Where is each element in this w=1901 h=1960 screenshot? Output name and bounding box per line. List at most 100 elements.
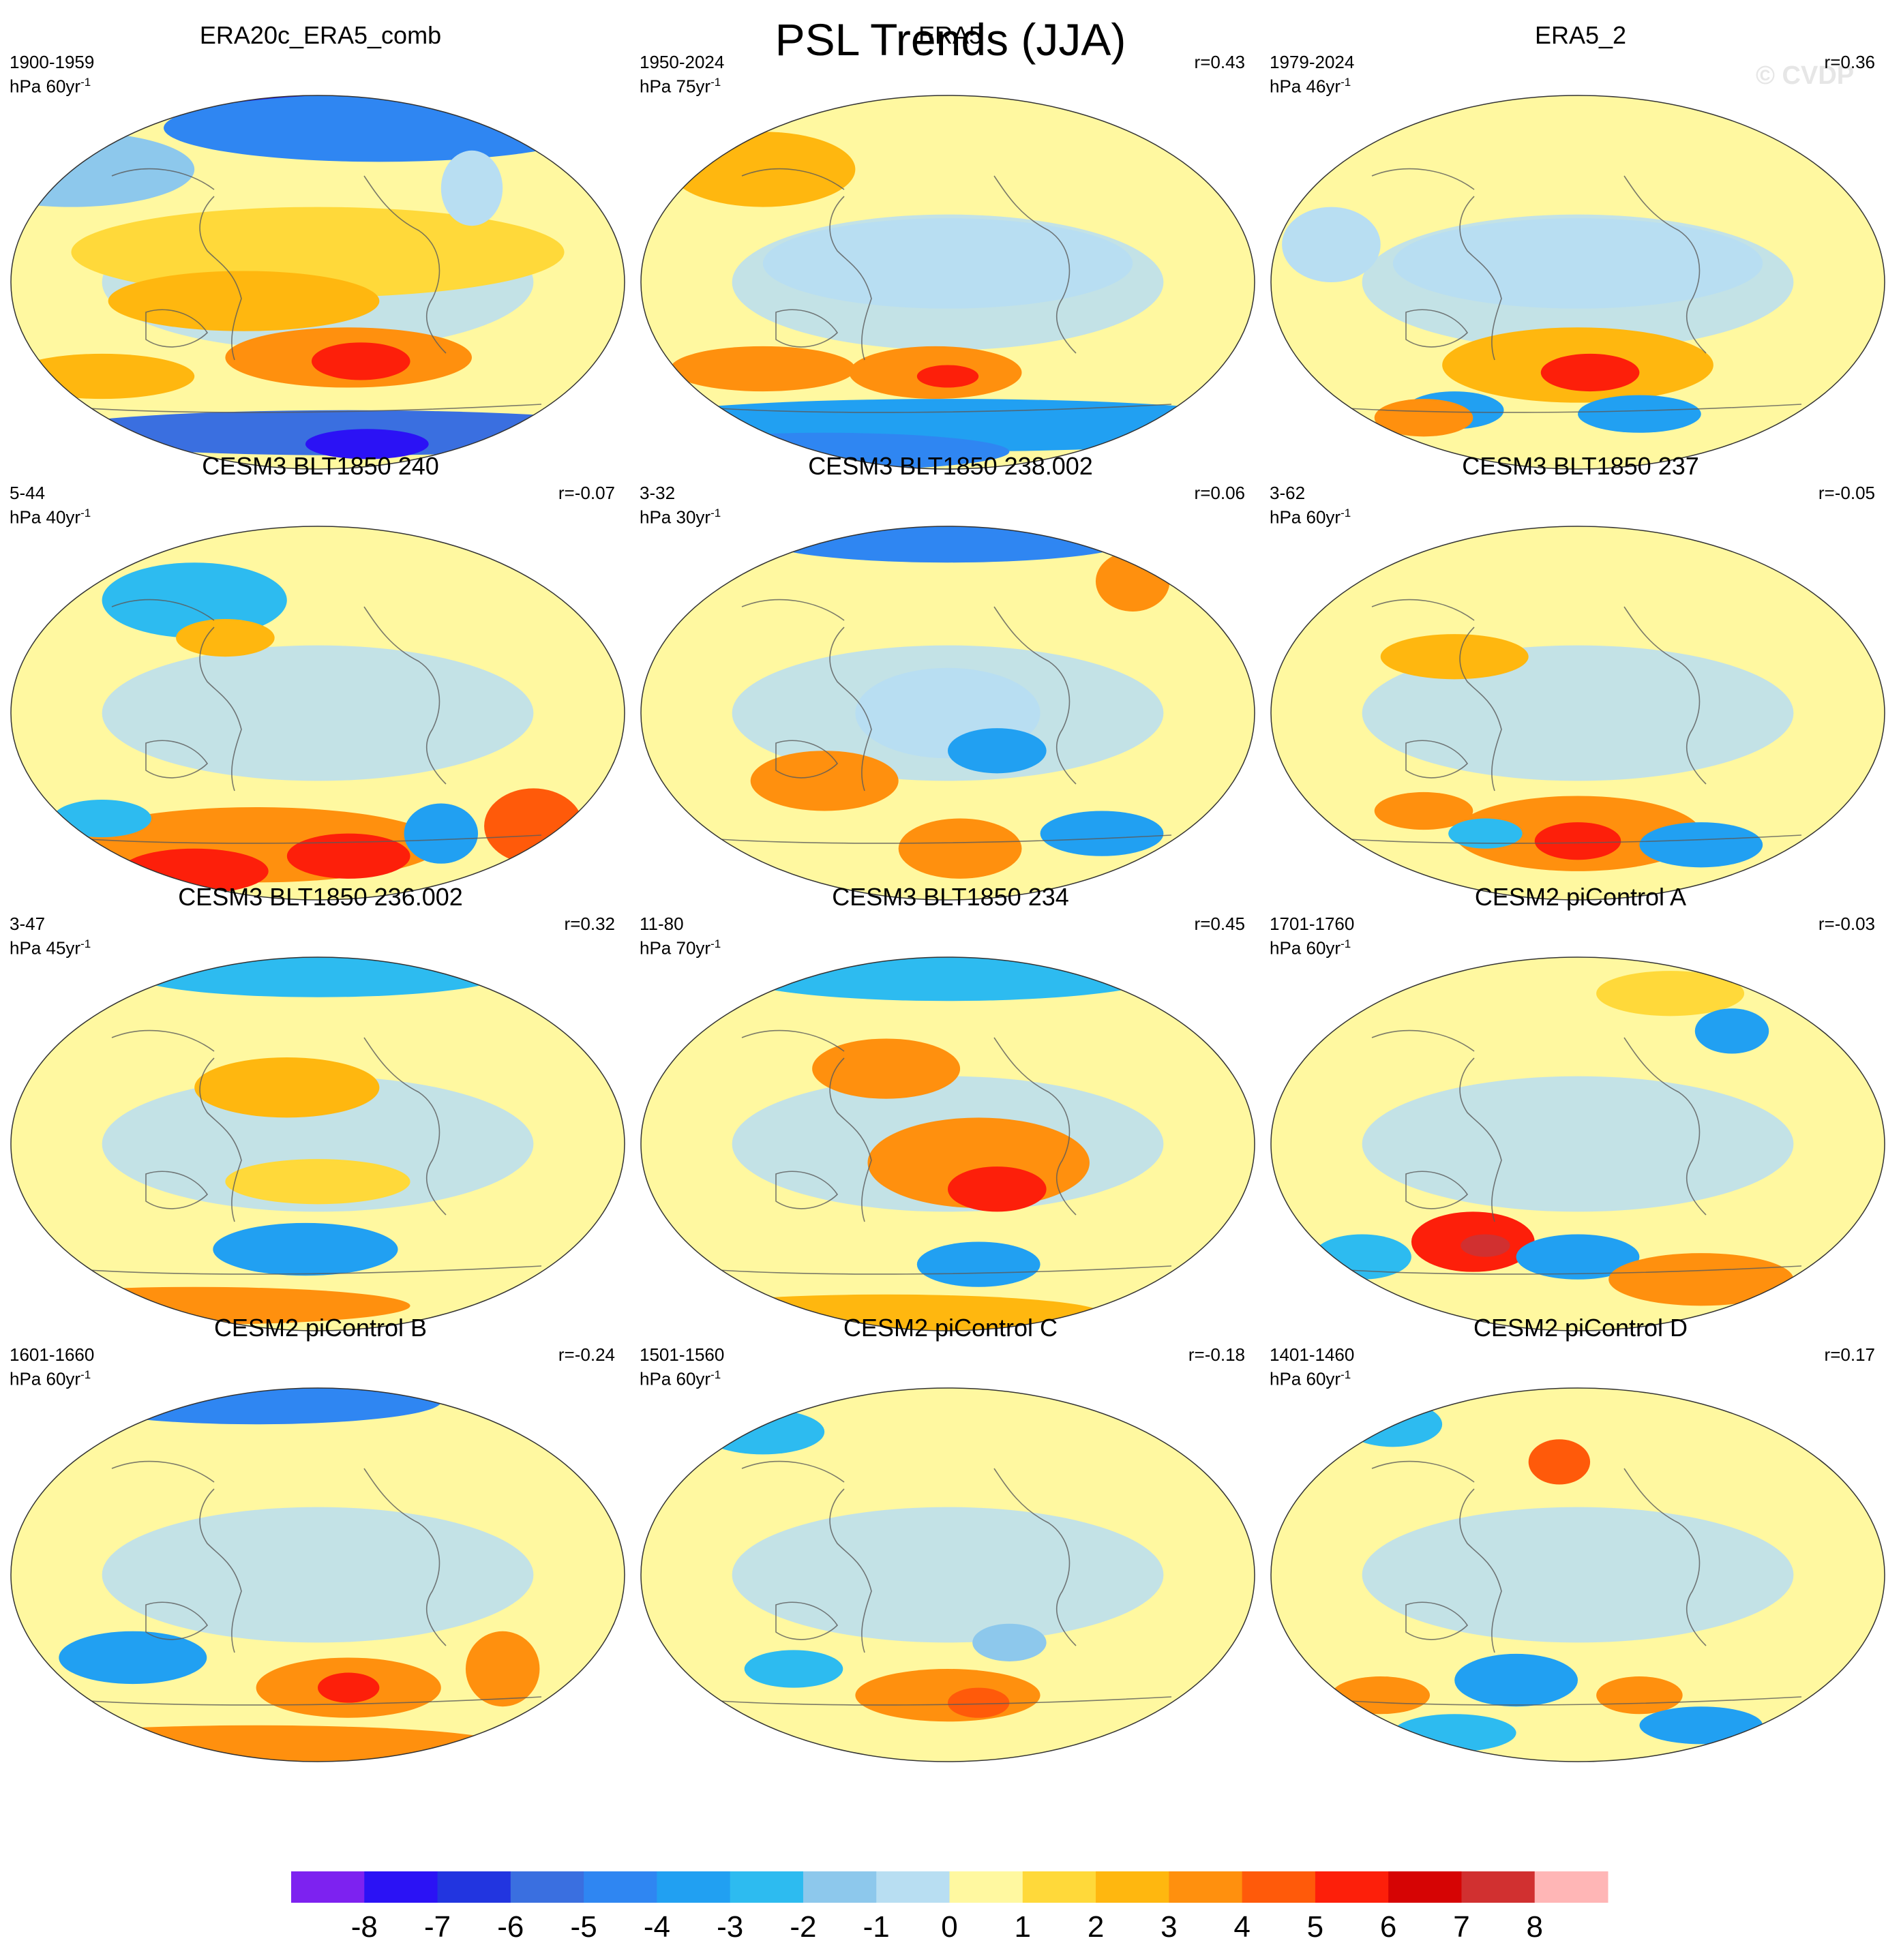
coastline-2 [363, 606, 447, 785]
map-1 [10, 95, 625, 470]
colorbar-swatch [437, 1871, 511, 1903]
trend-anomaly-5 [1578, 395, 1701, 433]
map-7 [10, 956, 625, 1331]
map-outline [10, 95, 625, 470]
coastline-4 [741, 599, 845, 621]
coastline-2 [363, 1468, 447, 1646]
colorbar-tick-label: -1 [863, 1910, 890, 1944]
map-4 [10, 526, 625, 901]
coastline-3 [145, 309, 209, 348]
coastline-4 [741, 168, 845, 190]
colorbar-swatch [876, 1871, 950, 1903]
coastline-2 [993, 175, 1077, 354]
panel-9: CESM2 piControl A 1701-1760 hPa 60yr-1 r=-0… [1266, 882, 1896, 1331]
trend-anomaly-3 [1540, 353, 1640, 392]
colorbar-tick-label: 7 [1453, 1910, 1469, 1944]
colorbar-swatch [291, 1871, 365, 1903]
trend-anomaly-1 [1343, 1402, 1443, 1447]
panel-period-units: 1401-1460 hPa 60yr-1 [1270, 1344, 1354, 1389]
panel-period-units: 1701-1760 hPa 60yr-1 [1270, 914, 1354, 959]
panel-period-units: 1601-1660 hPa 60yr-1 [10, 1344, 94, 1389]
coastline-5 [77, 404, 542, 413]
map-field-region [1362, 1507, 1794, 1643]
trend-anomaly-5 [1596, 1676, 1683, 1715]
trend-anomaly-3 [670, 346, 856, 392]
coastline-5 [707, 834, 1172, 844]
colorbar-swatch [584, 1871, 657, 1903]
trend-anomaly-4 [1331, 1676, 1431, 1715]
colorbar-swatch [364, 1871, 438, 1903]
coastline-5 [1337, 834, 1802, 844]
panel-title: ERA5 [918, 21, 983, 49]
trend-anomaly-2 [164, 95, 595, 162]
coastline-1 [1459, 196, 1502, 361]
panel-title: CESM2 piControl D [1473, 1314, 1688, 1342]
coastline-3 [1405, 1601, 1469, 1640]
coastline-3 [775, 1601, 839, 1640]
coastline-1 [1459, 1057, 1502, 1222]
colorbar-tick-label: -7 [424, 1910, 451, 1944]
coastline-4 [1371, 1460, 1475, 1483]
trend-anomaly-1 [670, 132, 856, 207]
panel-4: CESM3 BLT1850 240 5-44 hPa 40yr-1 r=-0.07 [5, 451, 635, 901]
coastline-5 [707, 404, 1172, 413]
panel-title: CESM2 piControl A [1474, 883, 1687, 911]
trend-anomaly-5 [916, 365, 979, 388]
trend-anomaly-5 [1516, 1234, 1640, 1280]
panel-title: CESM3 BLT1850 237 [1462, 452, 1699, 480]
panel-grid: ERA20c_ERA5_comb 1900-1959 hPa 60yr-1 ERA5 1… [5, 21, 1896, 1762]
panel-correlation: r=-0.05 [1818, 483, 1875, 503]
trend-anomaly-6 [404, 803, 479, 864]
figure-title: PSL Trends (JJA) [775, 14, 1126, 65]
trend-anomaly-6 [1639, 1706, 1763, 1745]
trend-anomaly-3 [1454, 1653, 1578, 1707]
map-outline [640, 1387, 1255, 1762]
coastline-2 [993, 1468, 1077, 1646]
panel-10: CESM2 piControl B 1601-1660 hPa 60yr-1 r=-0… [5, 1313, 635, 1762]
trend-anomaly-2 [855, 1669, 1041, 1722]
coastline-1 [199, 196, 242, 361]
colorbar-tick-label: -2 [790, 1910, 816, 1944]
panel-units: hPa 45yr-1 [10, 937, 91, 959]
trend-anomaly-4 [318, 1672, 380, 1703]
trend-anomaly-5 [916, 1241, 1041, 1287]
coastline-4 [741, 1029, 845, 1052]
coastline-1 [829, 1488, 872, 1653]
trend-anomaly-1 [1596, 971, 1745, 1016]
panel-correlation: r=-0.18 [1188, 1344, 1245, 1365]
map-outline [1270, 1387, 1885, 1762]
panel-period: 3-47 [10, 914, 46, 934]
map-outline [10, 1387, 625, 1762]
trend-anomaly-2 [1095, 551, 1170, 612]
colorbar-tick-label: 1 [1015, 1910, 1031, 1944]
coastline-2 [363, 175, 447, 354]
map-outline [1270, 956, 1885, 1331]
trend-anomaly-2 [812, 1038, 961, 1099]
cvdp-watermark: © CVDP [1756, 61, 1855, 90]
colorbar-tick-label: 4 [1233, 1910, 1250, 1944]
panel-period-units: 3-47 hPa 45yr-1 [10, 914, 91, 959]
map-field-region [102, 1507, 534, 1643]
map-6 [1270, 526, 1885, 901]
coastline-1 [199, 627, 242, 791]
map-outline [10, 526, 625, 901]
colorbar-swatch [1096, 1871, 1169, 1903]
coastline-4 [111, 1029, 215, 1052]
panel-period-units: 11-80 hPa 70yr-1 [640, 914, 721, 959]
trend-anomaly-4 [1461, 1234, 1510, 1257]
coastline-1 [199, 1488, 242, 1653]
trend-anomaly-7 [311, 342, 410, 380]
coastline-1 [199, 1057, 242, 1222]
coastline-2 [1623, 175, 1707, 354]
panel-7: CESM3 BLT1850 236.002 3-47 hPa 45yr-1 r=0.3… [5, 882, 635, 1331]
map-field-region [1362, 1076, 1794, 1212]
colorbar-swatch [1461, 1871, 1536, 1903]
colorbar-tick-label: 3 [1161, 1910, 1177, 1944]
coastline-5 [1337, 1696, 1802, 1706]
map-10 [10, 1387, 625, 1762]
trend-anomaly-1 [102, 562, 287, 638]
panel-units: hPa 60yr-1 [1270, 507, 1351, 528]
coastline-3 [775, 740, 839, 779]
colorbar-tick-label: -6 [497, 1910, 524, 1944]
trend-anomaly-5 [225, 1159, 410, 1205]
